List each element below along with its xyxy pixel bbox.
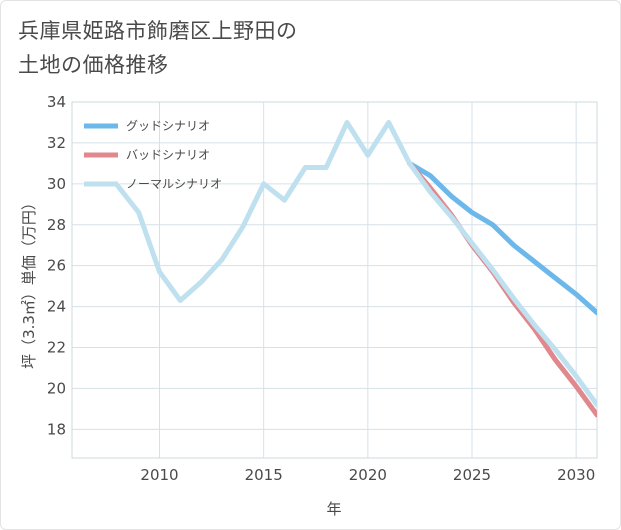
y-axis-title: 坪（3.3㎡）単価（万円） — [20, 195, 38, 369]
tick-labels: 2010 2015 2020 2025 2030 18 20 22 24 26 28 30 32 34 — [47, 93, 595, 484]
y-tick-label: 34 — [47, 93, 66, 111]
x-tick-label: 2020 — [349, 466, 387, 484]
y-tick-label: 26 — [47, 257, 66, 275]
x-tick-label: 2030 — [557, 466, 595, 484]
y-tick-label: 22 — [47, 339, 66, 357]
y-tick-label: 20 — [47, 379, 66, 397]
x-tick-label: 2015 — [245, 466, 283, 484]
x-tick-label: 2025 — [453, 466, 491, 484]
grid — [72, 101, 597, 458]
series-line-0 — [407, 160, 597, 316]
chart-title: 兵庫県姫路市飾磨区上野田の 土地の価格推移 — [18, 14, 538, 82]
y-tick-label: 32 — [47, 134, 66, 152]
y-tick-label: 24 — [47, 298, 66, 316]
y-tick-label: 28 — [47, 216, 66, 234]
y-tick-label: 18 — [47, 420, 66, 438]
plot-area-border — [71, 101, 598, 459]
x-tick-label: 2010 — [140, 466, 178, 484]
legend-label-2: ノーマルシナリオ — [126, 177, 222, 191]
x-axis-title: 年 — [326, 500, 341, 518]
series-line-2 — [115, 120, 597, 408]
chart-title-line-2: 土地の価格推移 — [18, 53, 169, 77]
legend-label-1: バッドシナリオ — [126, 148, 210, 162]
legend-label-0: グッドシナリオ — [126, 119, 210, 133]
y-tick-label: 30 — [47, 175, 66, 193]
chart-title-line-1: 兵庫県姫路市飾磨区上野田の — [18, 19, 298, 43]
series-group — [115, 120, 597, 418]
